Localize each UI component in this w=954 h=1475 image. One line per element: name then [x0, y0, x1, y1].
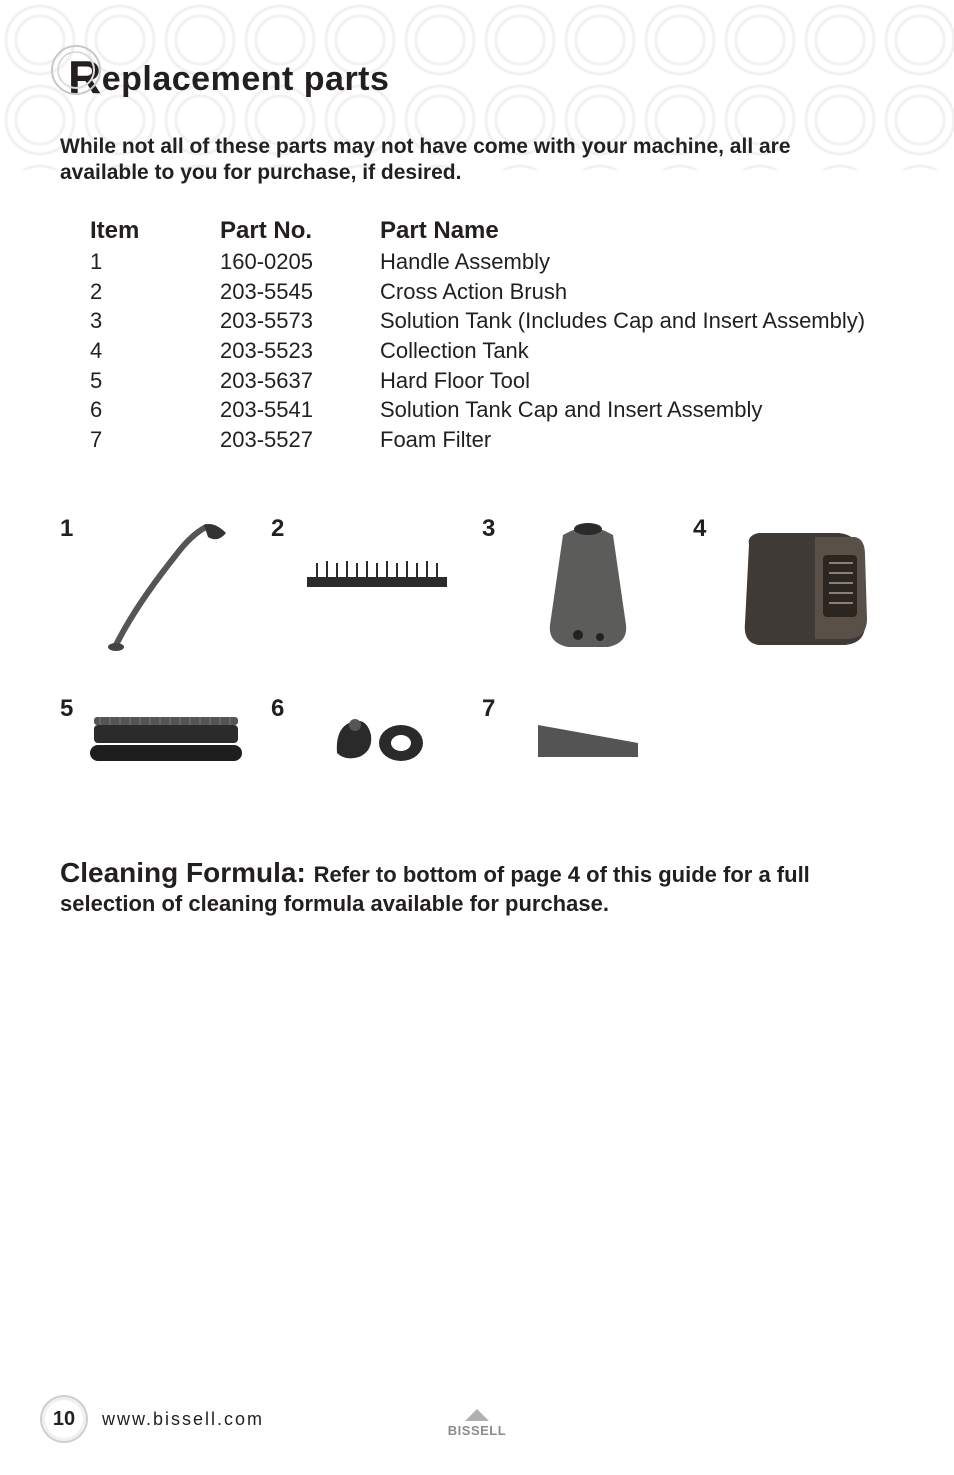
footer-url: www.bissell.com [102, 1409, 264, 1430]
cell-name: Collection Tank [380, 336, 894, 366]
cell-partno: 203-5523 [220, 336, 370, 366]
part-image-cell: 3 [482, 515, 683, 655]
title-rest: eplacement parts [102, 60, 390, 98]
cell-item: 3 [90, 306, 210, 336]
part-image-cell: 7 [482, 695, 683, 785]
image-number: 4 [693, 515, 711, 543]
page-title-wrap: Replacement parts [60, 50, 894, 104]
part-images-grid: 1 2 [60, 515, 894, 785]
image-number: 5 [60, 695, 78, 723]
image-number: 2 [271, 515, 289, 543]
image-number: 1 [60, 515, 78, 543]
image-number: 3 [482, 515, 500, 543]
table-header-row: Item Part No. Part Name [90, 215, 894, 247]
cell-item: 2 [90, 277, 210, 307]
cell-name: Handle Assembly [380, 247, 894, 277]
cross-action-brush-image [297, 515, 457, 655]
image-number: 7 [482, 695, 500, 723]
cell-partno: 203-5541 [220, 395, 370, 425]
formula-lead: Cleaning Formula: [60, 857, 314, 888]
parts-table: Item Part No. Part Name 1 160-0205 Handl… [90, 215, 894, 455]
table-row: 1 160-0205 Handle Assembly [90, 247, 894, 277]
col-header-partname: Part Name [380, 215, 894, 247]
cell-item: 4 [90, 336, 210, 366]
page-number-badge: 10 [40, 1395, 88, 1443]
part-image-cell: 4 [693, 515, 894, 655]
cell-name: Foam Filter [380, 425, 894, 455]
foam-filter-image [508, 695, 668, 785]
cell-partno: 203-5573 [220, 306, 370, 336]
cell-item: 6 [90, 395, 210, 425]
solution-tank-image [508, 515, 668, 655]
collection-tank-image [719, 515, 879, 655]
handle-assembly-image [86, 515, 246, 655]
table-row: 4 203-5523 Collection Tank [90, 336, 894, 366]
cleaning-formula-note: Cleaning Formula: Refer to bottom of pag… [60, 855, 880, 918]
table-row: 7 203-5527 Foam Filter [90, 425, 894, 455]
hard-floor-tool-image [86, 695, 246, 785]
cell-name: Cross Action Brush [380, 277, 894, 307]
cell-partno: 203-5545 [220, 277, 370, 307]
subheading: While not all of these parts may not hav… [60, 134, 860, 187]
table-row: 3 203-5573 Solution Tank (Includes Cap a… [90, 306, 894, 336]
page-number: 10 [53, 1408, 75, 1431]
cell-name: Hard Floor Tool [380, 366, 894, 396]
part-image-cell: 2 [271, 515, 472, 655]
bissell-logo: BISSELL [432, 1409, 522, 1445]
cell-name: Solution Tank (Includes Cap and Insert A… [380, 306, 894, 336]
cell-partno: 203-5527 [220, 425, 370, 455]
cap-insert-image [297, 695, 457, 785]
table-row: 5 203-5637 Hard Floor Tool [90, 366, 894, 396]
cell-item: 1 [90, 247, 210, 277]
part-image-cell: 5 [60, 695, 261, 785]
page-title: Replacement parts [68, 50, 894, 104]
part-image-cell: 1 [60, 515, 261, 655]
cell-partno: 160-0205 [220, 247, 370, 277]
title-drop-cap: R [68, 51, 102, 103]
cell-partno: 203-5637 [220, 366, 370, 396]
table-row: 6 203-5541 Solution Tank Cap and Insert … [90, 395, 894, 425]
logo-text: BISSELL [448, 1423, 506, 1438]
col-header-partno: Part No. [220, 215, 370, 247]
cell-item: 7 [90, 425, 210, 455]
cell-name: Solution Tank Cap and Insert Assembly [380, 395, 894, 425]
image-number: 6 [271, 695, 289, 723]
part-image-cell: 6 [271, 695, 472, 785]
table-row: 2 203-5545 Cross Action Brush [90, 277, 894, 307]
logo-triangle-icon [465, 1409, 489, 1421]
cell-item: 5 [90, 366, 210, 396]
col-header-item: Item [90, 215, 210, 247]
